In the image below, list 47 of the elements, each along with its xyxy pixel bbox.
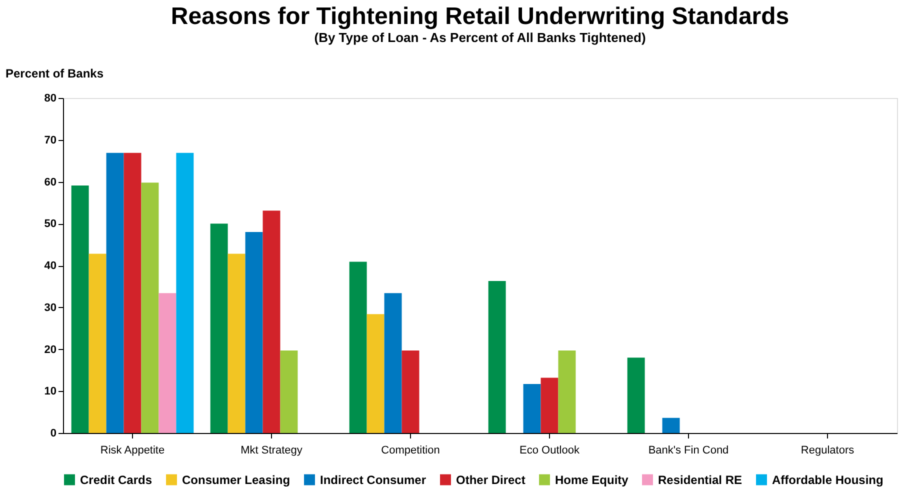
bar bbox=[402, 350, 420, 433]
y-axis-title: Percent of Banks bbox=[6, 66, 104, 80]
x-tick-label: Risk Appetite bbox=[100, 444, 165, 456]
x-tick-label: Eco Outlook bbox=[520, 444, 580, 456]
bar bbox=[158, 293, 176, 433]
chart-subtitle: (By Type of Loan - As Percent of All Banks Tightened) bbox=[314, 30, 646, 45]
y-tick-label: 0 bbox=[50, 428, 56, 440]
x-tick-label: Mkt Strategy bbox=[240, 444, 303, 456]
bar bbox=[558, 350, 576, 433]
bar bbox=[106, 152, 124, 433]
y-tick-label: 30 bbox=[44, 302, 56, 314]
legend-label: Consumer Leasing bbox=[182, 472, 290, 487]
bar bbox=[280, 350, 298, 433]
bar bbox=[262, 210, 280, 433]
legend-label: Home Equity bbox=[555, 472, 629, 487]
bar bbox=[523, 384, 541, 433]
bar bbox=[366, 314, 384, 433]
bar bbox=[488, 280, 506, 433]
bar bbox=[228, 254, 246, 433]
bar bbox=[124, 152, 142, 433]
x-tick-label: Bank's Fin Cond bbox=[648, 444, 729, 456]
chart-title: Reasons for Tightening Retail Underwriting Standards bbox=[170, 3, 790, 30]
y-tick-label: 80 bbox=[44, 92, 56, 104]
bar bbox=[176, 152, 194, 433]
bar bbox=[627, 358, 645, 433]
bar bbox=[141, 182, 159, 433]
bar bbox=[349, 262, 367, 433]
y-tick-label: 10 bbox=[44, 386, 56, 398]
bar bbox=[71, 186, 89, 433]
bar bbox=[540, 378, 558, 433]
legend-label: Other Direct bbox=[456, 472, 526, 487]
legend-label: Credit Cards bbox=[80, 472, 152, 487]
legend-label: Indirect Consumer bbox=[320, 472, 426, 487]
x-tick-label: Competition bbox=[381, 444, 440, 456]
x-tick-label: Regulators bbox=[800, 444, 855, 456]
bar bbox=[210, 224, 228, 433]
y-tick-label: 20 bbox=[44, 344, 56, 356]
legend-label: Affordable Housing bbox=[772, 472, 884, 487]
y-tick-label: 70 bbox=[44, 134, 56, 146]
bar bbox=[88, 254, 106, 433]
legend-label: Residential RE bbox=[658, 472, 742, 487]
bar bbox=[245, 232, 263, 433]
y-tick-label: 40 bbox=[44, 260, 56, 272]
bar bbox=[384, 293, 402, 433]
y-tick-label: 50 bbox=[44, 218, 56, 230]
y-tick-label: 60 bbox=[44, 176, 56, 188]
bar bbox=[662, 418, 680, 433]
